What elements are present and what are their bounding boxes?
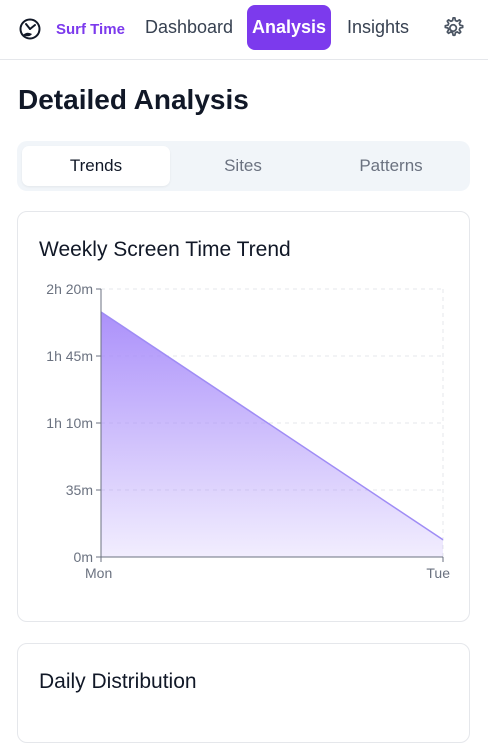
x-tick-label: Tue xyxy=(426,565,450,581)
y-tick-label: 35m xyxy=(66,482,93,498)
weekly-trend-chart: 0m 35m 1h 10m 1h 45m 2h 20m Mon Tue xyxy=(46,281,450,581)
y-tick-label: 2h 20m xyxy=(46,281,93,297)
tab-trends[interactable]: Trends xyxy=(22,146,170,186)
y-tick-label: 1h 45m xyxy=(46,348,93,364)
settings-button[interactable] xyxy=(441,15,467,41)
tab-sites[interactable]: Sites xyxy=(224,156,262,175)
area-line xyxy=(100,311,444,541)
weekly-trend-card: Weekly Screen Time Trend 0m 35m 1h 10m 1h 4… xyxy=(17,211,470,622)
y-tick-label: 0m xyxy=(74,549,93,565)
clock-surfer-icon xyxy=(18,17,42,41)
analysis-tabs: Trends Sites Patterns xyxy=(17,141,470,191)
card-title: Weekly Screen Time Trend xyxy=(39,238,291,261)
page-title: Detailed Analysis xyxy=(18,84,249,115)
gear-icon xyxy=(444,17,464,37)
nav-analysis[interactable]: Analysis xyxy=(247,5,331,50)
nav-dashboard[interactable]: Dashboard xyxy=(144,17,234,37)
x-tick-label: Mon xyxy=(85,565,112,581)
nav-insights[interactable]: Insights xyxy=(346,17,410,37)
top-navigation-bar: Surf Time Dashboard Analysis Insights xyxy=(0,0,488,60)
brand[interactable]: Surf Time xyxy=(18,14,125,44)
area-fill xyxy=(101,311,443,557)
card-title: Daily Distribution xyxy=(39,670,197,693)
daily-distribution-card: Daily Distribution xyxy=(17,643,470,743)
y-tick-label: 1h 10m xyxy=(46,415,93,431)
app-name: Surf Time xyxy=(56,20,125,38)
tab-patterns[interactable]: Patterns xyxy=(359,156,423,175)
